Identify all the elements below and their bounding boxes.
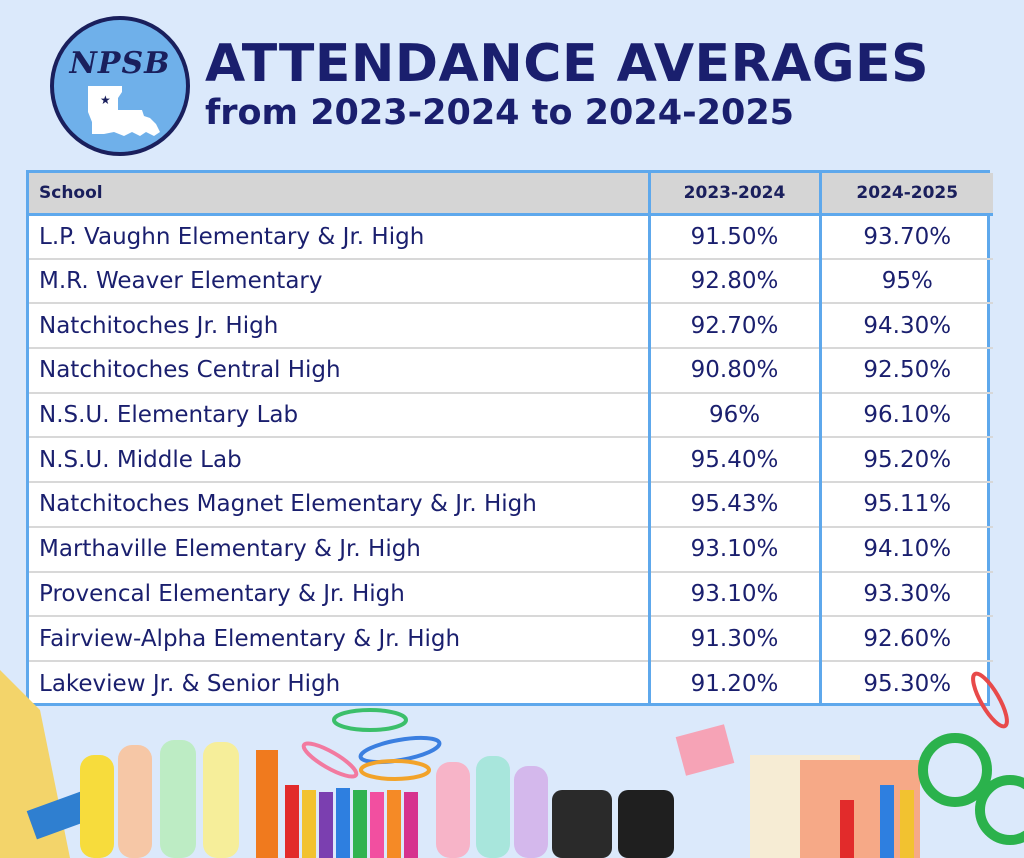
table-row: N.S.U. Middle Lab 95.40% 95.20% xyxy=(29,437,993,484)
school-name: Marthaville Elementary & Jr. High xyxy=(29,526,651,573)
scissors-handle-shape xyxy=(918,733,992,807)
pencil-magenta-shape xyxy=(404,792,418,858)
pencil-green-shape xyxy=(353,790,367,858)
school-name: Natchitoches Magnet Elementary & Jr. Hig… xyxy=(29,482,651,528)
binder-clip-pink-shape xyxy=(675,724,735,776)
table-row: Natchitoches Jr. High 92.70% 94.30% xyxy=(29,303,993,350)
attendance-2024-2025: 94.30% xyxy=(820,303,993,350)
marker-teal-cap-shape xyxy=(618,790,674,858)
school-supplies-illustration xyxy=(0,670,1024,858)
attendance-2023-2024: 93.10% xyxy=(649,571,822,618)
table-row: Provencal Elementary & Jr. High 93.10% 9… xyxy=(29,571,993,618)
attendance-2024-2025: 95.20% xyxy=(820,437,993,484)
column-header-2024-2025: 2024-2025 xyxy=(820,173,993,216)
table-row: Natchitoches Magnet Elementary & Jr. Hig… xyxy=(29,482,993,528)
marker-green-shape xyxy=(160,740,196,858)
attendance-2023-2024: 92.80% xyxy=(649,258,822,305)
attendance-2024-2025: 95.30% xyxy=(863,670,952,697)
school-name: M.R. Weaver Elementary xyxy=(29,258,651,305)
table-row: Fairview-Alpha Elementary & Jr. High 91.… xyxy=(29,616,993,662)
louisiana-state-outline-icon: ★ xyxy=(88,86,160,136)
paper-clip-shape xyxy=(301,741,359,779)
paper-clip-shape xyxy=(332,708,408,732)
pencil-yellow-shape xyxy=(302,790,316,858)
npsb-logo: NPSB ★ xyxy=(50,16,190,156)
column-header-school: School xyxy=(29,173,651,216)
attendance-2023-2024: 95.40% xyxy=(649,437,822,484)
marker-lilac-shape xyxy=(514,766,548,858)
paper-clip-shape xyxy=(359,759,431,781)
table-row: Lakeview Jr. & Senior High 91.20% 95.30% xyxy=(29,660,993,706)
school-name: N.S.U. Middle Lab xyxy=(29,437,651,484)
attendance-2024-2025: 95% xyxy=(820,258,993,305)
table-row: N.S.U. Elementary Lab 96% 96.10% xyxy=(29,392,993,439)
pencil-purple-shape xyxy=(319,792,333,858)
attendance-table: School 2023-2024 2024-2025 L.P. Vaughn E… xyxy=(29,173,993,706)
table-row: Natchitoches Central High 90.80% 92.50% xyxy=(29,348,993,394)
attendance-2023-2024: 91.20% xyxy=(649,660,822,706)
crayon-orange-shape xyxy=(256,750,278,858)
attendance-2023-2024: 95.43% xyxy=(649,482,822,528)
school-name: Provencal Elementary & Jr. High xyxy=(29,571,651,618)
attendance-table-container: School 2023-2024 2024-2025 L.P. Vaughn E… xyxy=(26,170,993,706)
page-subtitle: from 2023-2024 to 2024-2025 xyxy=(205,93,795,133)
paper-clip-shape xyxy=(971,671,1009,729)
svg-text:★: ★ xyxy=(100,93,111,107)
attendance-2023-2024: 91.30% xyxy=(649,616,822,662)
pencil-pink-shape xyxy=(370,792,384,858)
binder-clip-shape xyxy=(26,790,94,840)
table-row: Marthaville Elementary & Jr. High 93.10%… xyxy=(29,526,993,573)
logo-text: NPSB xyxy=(69,46,171,81)
marker-black-shape xyxy=(552,790,612,858)
attendance-2024-2025: 92.50% xyxy=(820,348,993,394)
school-name: L.P. Vaughn Elementary & Jr. High xyxy=(29,214,651,260)
marker-lightyellow-shape xyxy=(203,742,239,858)
marker-mint-shape xyxy=(476,756,510,858)
attendance-2024-2025: 94.10% xyxy=(820,526,993,573)
pencil-blue-right-shape xyxy=(880,785,894,858)
attendance-2023-2024: 96% xyxy=(649,392,822,439)
attendance-2023-2024: 90.80% xyxy=(649,348,822,394)
marker-yellow-shape xyxy=(80,755,114,858)
page-title: ATTENDANCE AVERAGES xyxy=(205,34,930,94)
attendance-2023-2024: 93.10% xyxy=(649,526,822,573)
school-name: Natchitoches Jr. High xyxy=(29,303,651,350)
attendance-2024-2025: 95.11% xyxy=(820,482,993,528)
school-name: Natchitoches Central High xyxy=(29,348,651,394)
school-name: Lakeview Jr. & Senior High xyxy=(29,660,651,706)
table-row: L.P. Vaughn Elementary & Jr. High 91.50%… xyxy=(29,214,993,260)
scissors-handle-shape xyxy=(975,775,1024,845)
pencil-orange-shape xyxy=(387,790,401,858)
pencil-blue-shape xyxy=(336,788,350,858)
attendance-2024-2025: 96.10% xyxy=(820,392,993,439)
table-row: M.R. Weaver Elementary 92.80% 95% xyxy=(29,258,993,305)
school-name: Fairview-Alpha Elementary & Jr. High xyxy=(29,616,651,662)
attendance-2024-2025: 93.30% xyxy=(820,571,993,618)
pencil-red-right-shape xyxy=(840,800,854,858)
marker-peach-shape xyxy=(118,745,152,858)
marker-pink-shape xyxy=(436,762,470,858)
attendance-2024-2025: 92.60% xyxy=(820,616,993,662)
table-header-row: School 2023-2024 2024-2025 xyxy=(29,173,993,216)
attendance-2023-2024: 92.70% xyxy=(649,303,822,350)
pencil-yellow-right-shape xyxy=(900,790,914,858)
pencil-red-shape xyxy=(285,785,299,858)
attendance-2024-2025: 93.70% xyxy=(820,214,993,260)
attendance-2023-2024: 91.50% xyxy=(649,214,822,260)
school-name: N.S.U. Elementary Lab xyxy=(29,392,651,439)
column-header-2023-2024: 2023-2024 xyxy=(649,173,822,216)
